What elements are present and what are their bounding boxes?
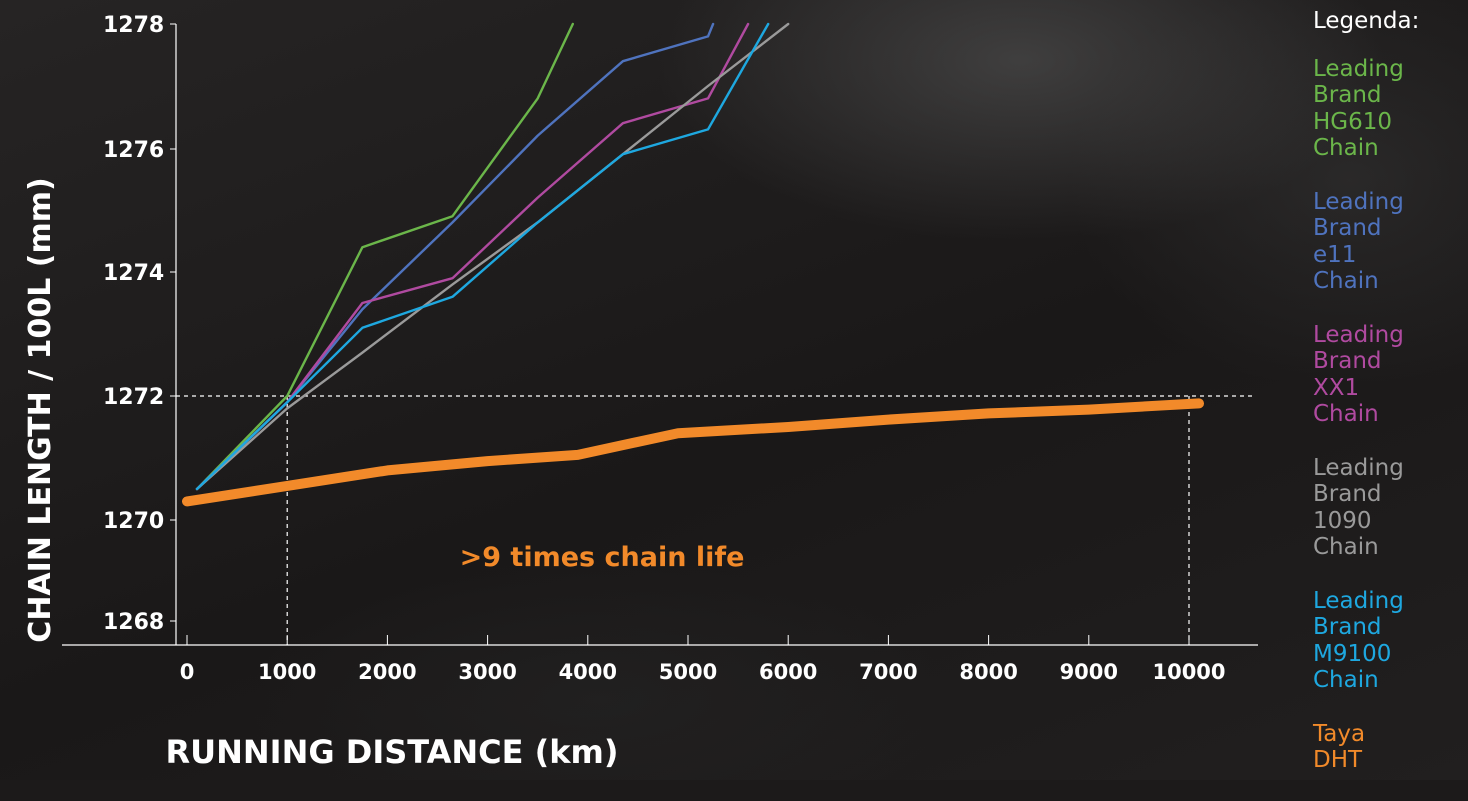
y-tick-label-1276: 1276 — [103, 138, 164, 163]
chain-wear-chart: 1268 1270 1272 1274 1276 1278 0 1000 2000 3000 40… — [23, 13, 1258, 771]
y-axis-title: CHAIN LENGTH / 100L (mm) — [23, 177, 58, 642]
series-line-leading-brand-hg610-chain — [195, 22, 574, 491]
x-tick-label-9000: 9000 — [1060, 660, 1118, 684]
chain-life-annotation: >9 times chain life — [460, 542, 745, 573]
legend-item-taya-dht: Taya DHT — [1313, 720, 1366, 774]
series-lines — [182, 22, 1204, 507]
x-tick-label-2000: 2000 — [358, 660, 416, 684]
x-axis-title: RUNNING DISTANCE (km) — [165, 733, 618, 771]
series-line-taya-dht — [182, 398, 1204, 507]
x-tick-label-5000: 5000 — [659, 660, 717, 684]
chart-background — [0, 0, 1468, 780]
legend-item-leading-brand-xx1-chain: Leading Brand XX1 Chain — [1313, 321, 1404, 428]
x-tick-label-1000: 1000 — [258, 660, 316, 684]
legend-item-leading-brand-1090-chain: Leading Brand 1090 Chain — [1313, 454, 1404, 561]
legend-item-leading-brand-hg610-chain: Leading Brand HG610 Chain — [1313, 55, 1404, 162]
legend: Legenda: Leading Brand HG610 Chain Leadin… — [1313, 8, 1463, 801]
legend-item-leading-brand-e11-chain: Leading Brand e11 Chain — [1313, 188, 1404, 295]
axes — [62, 24, 1258, 646]
x-tick-label-0: 0 — [180, 660, 195, 684]
series-line-leading-brand-xx1-chain — [195, 22, 750, 491]
y-tick-label-1272: 1272 — [103, 385, 164, 410]
y-tick-label-1268: 1268 — [103, 610, 164, 635]
y-tick-label-1278: 1278 — [103, 13, 164, 38]
legend-items: Leading Brand HG610 Chain Leading Brand e… — [1313, 56, 1463, 774]
x-tick-labels: 0 1000 2000 3000 4000 5000 6000 7000 8000 9000 100… — [180, 635, 1226, 684]
series-line-leading-brand-m9100-chain — [195, 22, 770, 491]
series-line-leading-brand-1090-chain — [195, 22, 790, 491]
x-tick-label-10000: 10000 — [1152, 660, 1225, 684]
x-tick-label-3000: 3000 — [458, 660, 516, 684]
legend-item-leading-brand-m9100-chain: Leading Brand M9100 Chain — [1313, 587, 1404, 694]
legend-title: Legenda: — [1313, 8, 1420, 34]
x-tick-label-4000: 4000 — [559, 660, 617, 684]
reference-lines — [176, 395, 1256, 645]
x-tick-label-8000: 8000 — [959, 660, 1017, 684]
y-tick-labels: 1268 1270 1272 1274 1276 1278 — [103, 13, 176, 635]
y-tick-label-1274: 1274 — [103, 261, 164, 286]
x-tick-label-6000: 6000 — [759, 660, 817, 684]
x-tick-label-7000: 7000 — [859, 660, 917, 684]
y-tick-label-1270: 1270 — [103, 509, 164, 534]
